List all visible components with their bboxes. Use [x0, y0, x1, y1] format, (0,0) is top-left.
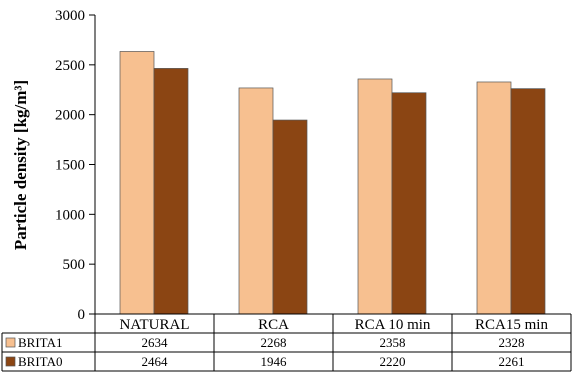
table-value-brita1: 2328 — [499, 335, 525, 350]
bar-brita1-0 — [119, 51, 155, 315]
y-ticks: 0 500 1000 1500 2000 2500 3000 — [55, 8, 95, 323]
bar-brita1-2 — [357, 78, 393, 315]
table-value-brita1: 2268 — [261, 335, 287, 350]
legend-swatch-brita0 — [5, 356, 16, 367]
x-category-label: RCA 10 min — [355, 317, 431, 333]
x-category-label: RCA — [258, 317, 289, 333]
bar-brita0-3 — [510, 88, 546, 315]
y-tick-label: 3000 — [55, 8, 85, 24]
table-value-brita0: 2220 — [380, 354, 406, 369]
y-tick-label: 500 — [63, 257, 86, 273]
legend-swatch-brita1 — [5, 337, 16, 348]
table-value-brita0: 1946 — [261, 354, 288, 369]
table-value-brita1: 2634 — [142, 335, 169, 350]
legend-label-brita1: BRITA1 — [18, 335, 62, 350]
x-category-label: RCA15 min — [475, 317, 548, 333]
bars — [119, 51, 546, 315]
table-value-brita0: 2261 — [499, 354, 525, 369]
bar-brita1-1 — [238, 87, 274, 315]
y-tick-label: 1500 — [55, 158, 85, 174]
bar-brita0-1 — [272, 119, 308, 315]
y-tick-label: 0 — [78, 307, 86, 323]
y-tick-label: 2500 — [55, 58, 85, 74]
x-category-label: NATURAL — [120, 317, 190, 333]
y-tick-label: 1000 — [55, 207, 85, 223]
y-axis: 0 500 1000 1500 2000 2500 3000 — [55, 8, 96, 323]
table-value-brita0: 2464 — [142, 354, 169, 369]
bar-brita0-0 — [153, 68, 189, 315]
y-tick-label: 2000 — [55, 108, 85, 124]
data-table: NATURAL RCA RCA 10 min RCA15 min BRITA1 2634 2… — [1, 313, 572, 372]
y-axis-label: Particle density [kg/m³] — [11, 80, 30, 250]
table-value-brita1: 2358 — [380, 335, 406, 350]
bar-brita1-3 — [476, 81, 512, 315]
bar-brita0-2 — [391, 92, 427, 315]
legend-label-brita0: BRITA0 — [18, 354, 62, 369]
